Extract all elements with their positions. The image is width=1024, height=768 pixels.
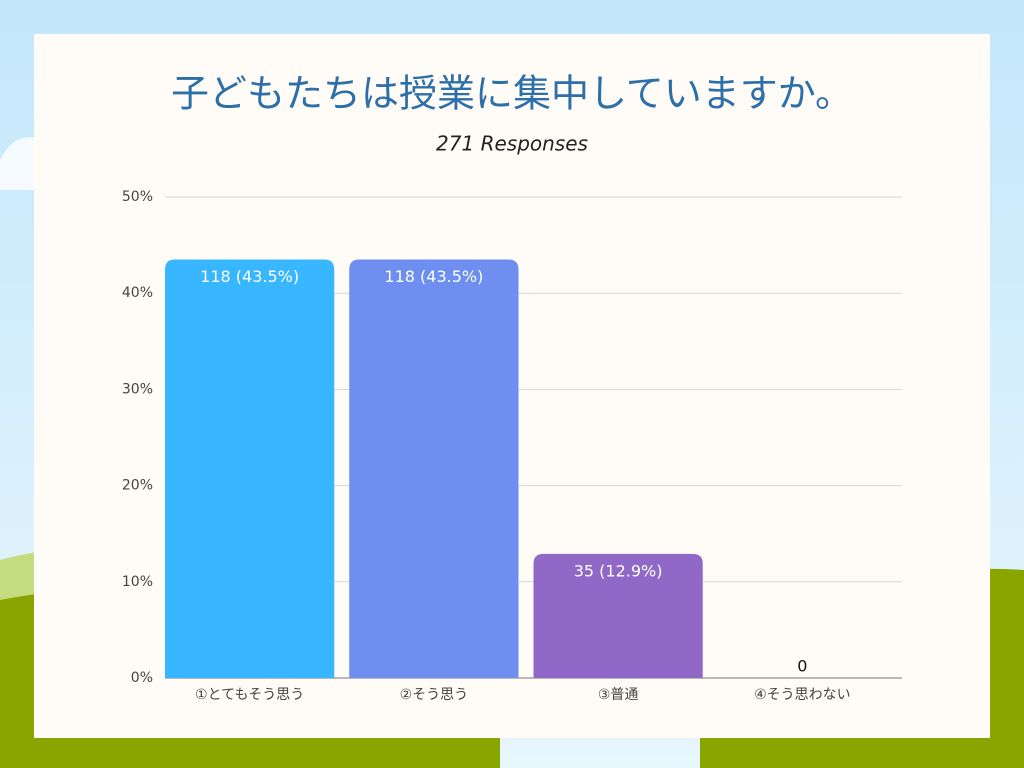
value-label: 118 (43.5%) — [200, 267, 299, 286]
x-tick-label: ④そう思わない — [754, 687, 851, 703]
bar — [349, 259, 519, 678]
y-tick-label: 50% — [122, 189, 153, 205]
y-tick-label: 30% — [122, 381, 153, 397]
x-tick-label: ②そう思う — [400, 687, 469, 703]
y-tick-label: 40% — [122, 285, 153, 301]
value-label: 0 — [797, 657, 807, 676]
chart-subtitle: 271 Responses — [436, 132, 588, 156]
y-tick-label: 20% — [122, 478, 153, 494]
y-tick-label: 0% — [131, 670, 153, 686]
bar — [533, 553, 703, 678]
value-label: 118 (43.5%) — [384, 267, 483, 286]
chart-title: 子どもたちは授業に集中していますか。 — [171, 72, 853, 116]
x-tick-label: ③普通 — [598, 687, 639, 703]
value-label: 35 (12.9%) — [574, 561, 663, 580]
plot: 0% 10% 20% 30% 40% 50% ①とてもそう思う 118 (43.5%) ②そう思… — [122, 189, 902, 703]
y-tick-label: 10% — [122, 574, 153, 590]
bar — [165, 259, 335, 678]
x-tick-label: ①とてもそう思う — [195, 687, 304, 703]
